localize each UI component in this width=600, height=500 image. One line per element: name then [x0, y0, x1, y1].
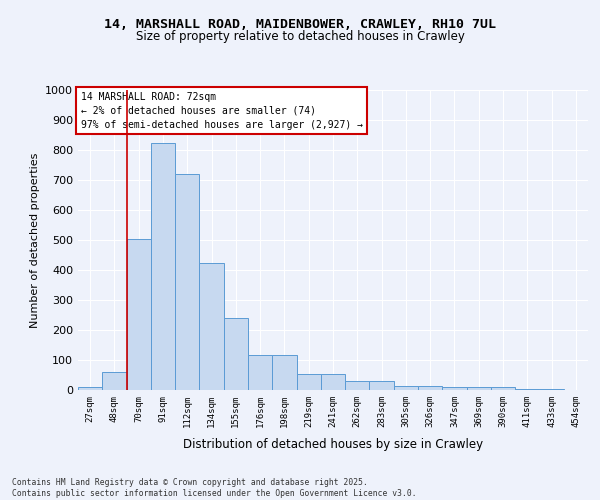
X-axis label: Distribution of detached houses by size in Crawley: Distribution of detached houses by size …	[183, 438, 483, 451]
Y-axis label: Number of detached properties: Number of detached properties	[29, 152, 40, 328]
Bar	[199, 262, 224, 390]
Bar	[248, 354, 272, 390]
Bar	[78, 387, 102, 390]
Text: Size of property relative to detached houses in Crawley: Size of property relative to detached ho…	[136, 30, 464, 43]
Bar	[345, 381, 370, 390]
Bar	[296, 374, 321, 390]
Bar	[515, 389, 539, 390]
Bar	[491, 387, 515, 390]
Bar	[394, 386, 418, 390]
Bar	[151, 142, 175, 390]
Bar	[418, 386, 442, 390]
Text: Contains HM Land Registry data © Crown copyright and database right 2025.
Contai: Contains HM Land Registry data © Crown c…	[12, 478, 416, 498]
Bar	[539, 389, 564, 390]
Text: 14 MARSHALL ROAD: 72sqm
← 2% of detached houses are smaller (74)
97% of semi-det: 14 MARSHALL ROAD: 72sqm ← 2% of detached…	[80, 92, 362, 130]
Bar	[102, 372, 127, 390]
Bar	[224, 318, 248, 390]
Bar	[442, 387, 467, 390]
Bar	[467, 387, 491, 390]
Bar	[272, 354, 296, 390]
Bar	[370, 381, 394, 390]
Text: 14, MARSHALL ROAD, MAIDENBOWER, CRAWLEY, RH10 7UL: 14, MARSHALL ROAD, MAIDENBOWER, CRAWLEY,…	[104, 18, 496, 30]
Bar	[127, 238, 151, 390]
Bar	[321, 374, 345, 390]
Bar	[175, 174, 199, 390]
